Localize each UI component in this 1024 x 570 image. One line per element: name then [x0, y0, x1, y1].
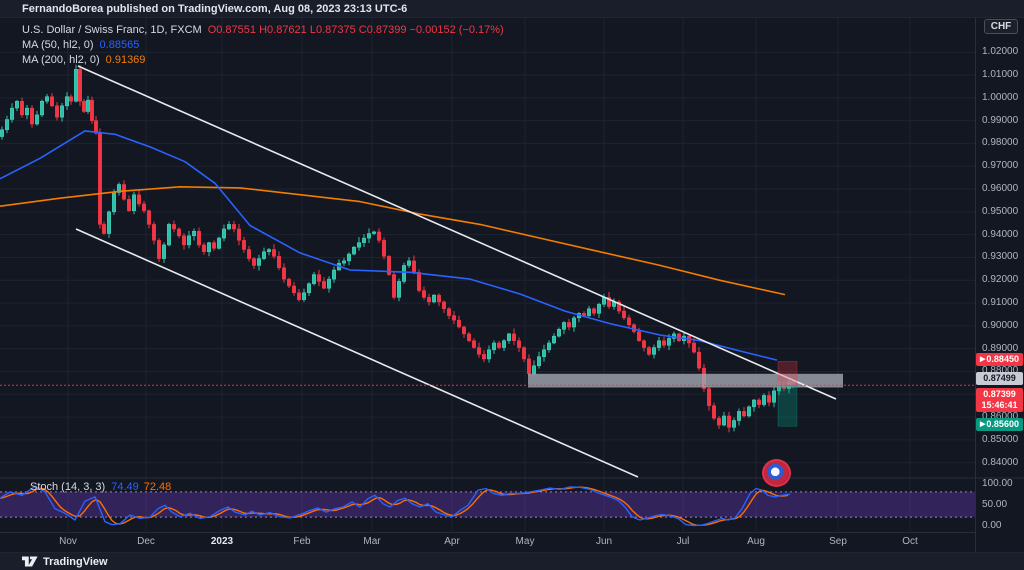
- time-axis-label: Dec: [137, 536, 155, 547]
- ma200-row[interactable]: MA (200, hl2, 0) 0.91369: [22, 53, 504, 68]
- stoch-d-value: 72.48: [143, 481, 172, 493]
- stoch-legend-row[interactable]: Stoch (14, 3, 3) 74.49 72.48: [30, 481, 171, 493]
- price-tick-label: 0.90000: [982, 319, 1019, 331]
- ma50-value: 0.88565: [99, 39, 140, 51]
- ma50-label: MA (50, hl2, 0): [22, 39, 94, 51]
- ohlc-values: O0.87551 H0.87621 L0.87375 C0.87399 −0.0…: [207, 24, 504, 36]
- time-axis-label: Oct: [902, 536, 918, 547]
- price-tick-label: 0.89000: [982, 342, 1019, 354]
- symbol-row[interactable]: U.S. Dollar / Swiss Franc, 1D, FXCM O0.87…: [22, 23, 504, 38]
- price-tick-label: 0.96000: [982, 183, 1019, 195]
- price-axis-border: [975, 18, 976, 552]
- price-tick-label: 1.01000: [982, 69, 1019, 80]
- publish-text: FernandoBorea published on TradingView.c…: [22, 3, 408, 15]
- price-tick-label: 0.94000: [982, 228, 1019, 240]
- stoch-tick-label: 100.00: [982, 477, 1013, 489]
- price-tag-last: 0.87399 15:46:41: [976, 388, 1023, 413]
- stoch-tick-label: 50.00: [982, 498, 1008, 510]
- ma200-value: 0.91369: [105, 54, 146, 66]
- price-tick-label: 1.00000: [982, 91, 1019, 103]
- price-axis[interactable]: 1.02000 1.01000 1.00000 0.99000 0.98000 0.970…: [976, 18, 1024, 552]
- price-tick-label: 0.93000: [982, 251, 1019, 263]
- stoch-tick-label: 0.00: [982, 519, 1002, 531]
- currency-unit-button[interactable]: CHF: [984, 19, 1018, 34]
- time-axis-label: Nov: [59, 536, 77, 547]
- price-tag-target: ▶0.85600: [976, 418, 1023, 432]
- tradingview-logo-icon: [22, 556, 38, 567]
- price-tick-label: 0.88000: [982, 365, 1019, 377]
- price-tick-label: 0.95000: [982, 205, 1019, 217]
- price-tick-label: 0.97000: [982, 160, 1019, 172]
- time-axis-label: May: [515, 536, 535, 547]
- stoch-label: Stoch (14, 3, 3): [30, 481, 106, 493]
- price-tick-label: 0.84000: [982, 456, 1019, 468]
- time-axis-label: Aug: [747, 536, 765, 547]
- tradingview-wordmark: TradingView: [43, 555, 108, 568]
- tradingview-logo-link[interactable]: TradingView: [22, 555, 108, 568]
- price-tick-label: 0.99000: [982, 114, 1019, 126]
- price-tick-label: 1.02000: [982, 46, 1019, 58]
- stoch-k-value: 74.49: [111, 481, 139, 493]
- sticker-icon[interactable]: [762, 459, 791, 487]
- symbol-title: U.S. Dollar / Swiss Franc, 1D, FXCM: [22, 24, 202, 36]
- time-axis-label: 2023: [210, 536, 234, 547]
- ma200-label: MA (200, hl2, 0): [22, 54, 100, 66]
- price-tag-zone: 0.87499: [976, 371, 1023, 385]
- price-tick-label: 0.98000: [982, 137, 1019, 149]
- price-tick-label: 0.86000: [982, 411, 1019, 423]
- time-axis-label: Mar: [363, 536, 381, 547]
- price-tick-label: 0.92000: [982, 274, 1019, 286]
- time-axis[interactable]: Nov Dec 2023 Feb Mar Apr May Jun Jul Aug Sep Oct: [0, 532, 975, 552]
- price-tag-stop: ▶0.88450: [976, 353, 1023, 367]
- time-axis-label: Jul: [676, 536, 690, 547]
- time-axis-label: Sep: [829, 536, 847, 547]
- time-axis-label: Apr: [444, 536, 460, 547]
- price-tick-label: 0.91000: [982, 297, 1019, 309]
- bottom-bar: TradingView: [0, 552, 1024, 570]
- publish-info-bar: FernandoBorea published on TradingView.c…: [0, 0, 1024, 18]
- ma50-row[interactable]: MA (50, hl2, 0) 0.88565: [22, 38, 504, 53]
- time-axis-label: Jun: [595, 536, 613, 547]
- time-axis-label: Feb: [293, 536, 311, 547]
- chart-legend: U.S. Dollar / Swiss Franc, 1D, FXCM O0.87…: [22, 23, 504, 68]
- price-tick-label: 0.85000: [982, 433, 1019, 445]
